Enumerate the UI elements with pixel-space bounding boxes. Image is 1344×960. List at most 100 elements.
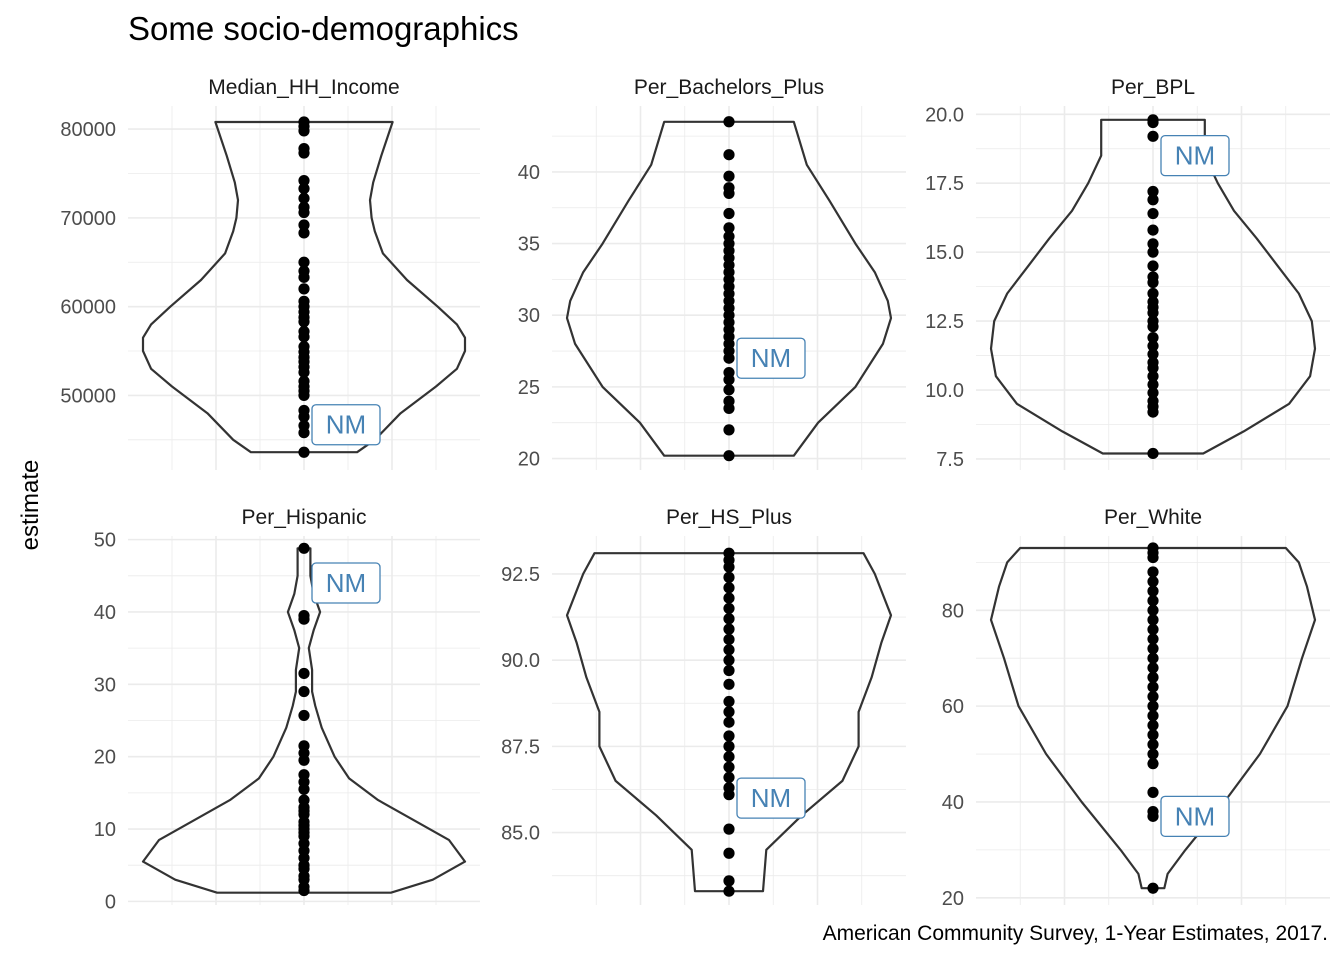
y-tick-label: 50 [94,530,116,552]
nm-label-box [311,404,381,446]
data-point [723,751,735,763]
data-point [723,170,735,182]
facet-panels: Median_HH_Income50000600007000080000NMPe… [60,76,1330,913]
y-tick-label: 7.5 [936,449,964,471]
y-tick-label: 40 [518,162,540,184]
data-point [723,623,735,635]
data-point [1147,321,1159,333]
chart-caption: American Community Survey, 1-Year Estima… [823,922,1328,945]
y-tick-label: 40 [942,792,964,814]
panel-per-bachelors-plus: Per_Bachelors_Plus 20 25 30 35 40 NM [518,76,906,471]
data-point [1147,882,1159,894]
y-tick-label: 80 [942,600,964,622]
y-axis-label: estimate [17,460,44,551]
data-point [298,125,310,137]
data-point [723,885,735,897]
data-point [1147,307,1159,319]
nm-label: NM [1175,141,1215,171]
facet-strip-label: Per_Bachelors_Plus [634,76,824,99]
chart-title: Some socio-demographics [128,10,519,47]
y-tick-label: 12.5 [925,311,964,333]
data-point [1147,340,1159,352]
violin-shape [989,118,1317,455]
data-point [1147,719,1159,731]
data-point [1147,738,1159,751]
data-point [723,450,735,462]
data-point [723,789,735,801]
nm-label: NM [326,410,366,440]
data-point [1147,362,1159,374]
data-point [723,695,735,708]
data-point [298,182,310,195]
panel-per-bpl: Per_BPL 7.5 10.0 12.5 15.0 17.5 20.0 NM [925,76,1330,471]
y-tick-label: 20 [94,747,116,769]
data-point [723,384,735,396]
facet-strip-label: Median_HH_Income [208,76,399,99]
data-point [298,427,310,439]
data-point [723,875,735,887]
facet-strip-label: Per_Hispanic [242,506,367,529]
data-point [1147,633,1159,645]
facet-strip-label: Per_BPL [1111,76,1195,99]
data-point [298,256,310,268]
data-point [298,283,310,295]
data-point [1147,690,1159,703]
facet-strip-label: Per_HS_Plus [666,506,792,529]
nm-label-box [736,777,806,819]
data-point [723,352,735,364]
data-point [723,761,735,773]
y-tick-label: 60000 [60,297,116,319]
y-tick-label: 30 [94,674,116,696]
data-point [1147,378,1159,391]
data-point [1147,643,1159,655]
nm-label-box [311,562,381,604]
data-point [723,207,735,220]
y-tick-label: 10.0 [925,380,964,402]
data-point [298,542,310,554]
y-tick-label: 70000 [60,208,116,230]
data-point [723,644,735,656]
data-point [723,571,735,583]
violin-shape [565,552,893,893]
data-point [298,709,310,722]
panel-per-white: Per_White 20 40 60 80 NM [942,506,1330,910]
data-point [1147,207,1159,220]
y-tick-label: 20 [942,888,964,910]
y-tick-label: 0 [105,891,116,913]
data-point [298,192,310,204]
data-point [1147,585,1159,597]
y-tick-label: 35 [518,234,540,256]
data-point [298,206,310,219]
data-point [1147,224,1159,236]
data-point [723,116,735,128]
data-point [1147,748,1159,760]
nm-label: NM [751,343,791,373]
data-point [1147,604,1159,616]
data-point [298,446,310,458]
data-point [1147,332,1159,344]
data-point [1147,810,1159,822]
data-point [1147,447,1159,460]
nm-label: NM [751,783,791,813]
data-point [1147,671,1159,683]
data-point [1147,595,1159,607]
y-tick-label: 20 [518,449,540,471]
data-point [723,592,735,604]
data-point [723,823,735,835]
data-point [723,582,735,594]
data-point [298,331,310,343]
data-point [723,847,735,859]
data-point [1147,623,1159,636]
nm-label: NM [1175,801,1215,831]
nm-label: NM [326,568,366,598]
data-point [298,411,310,423]
data-point [298,271,310,283]
data-point [298,389,310,402]
violin-shape [141,547,467,894]
data-point [1147,758,1159,770]
y-tick-label: 10 [94,819,116,841]
y-tick-label: 30 [518,305,540,327]
violin-shape [565,120,893,457]
data-point [1147,614,1159,626]
